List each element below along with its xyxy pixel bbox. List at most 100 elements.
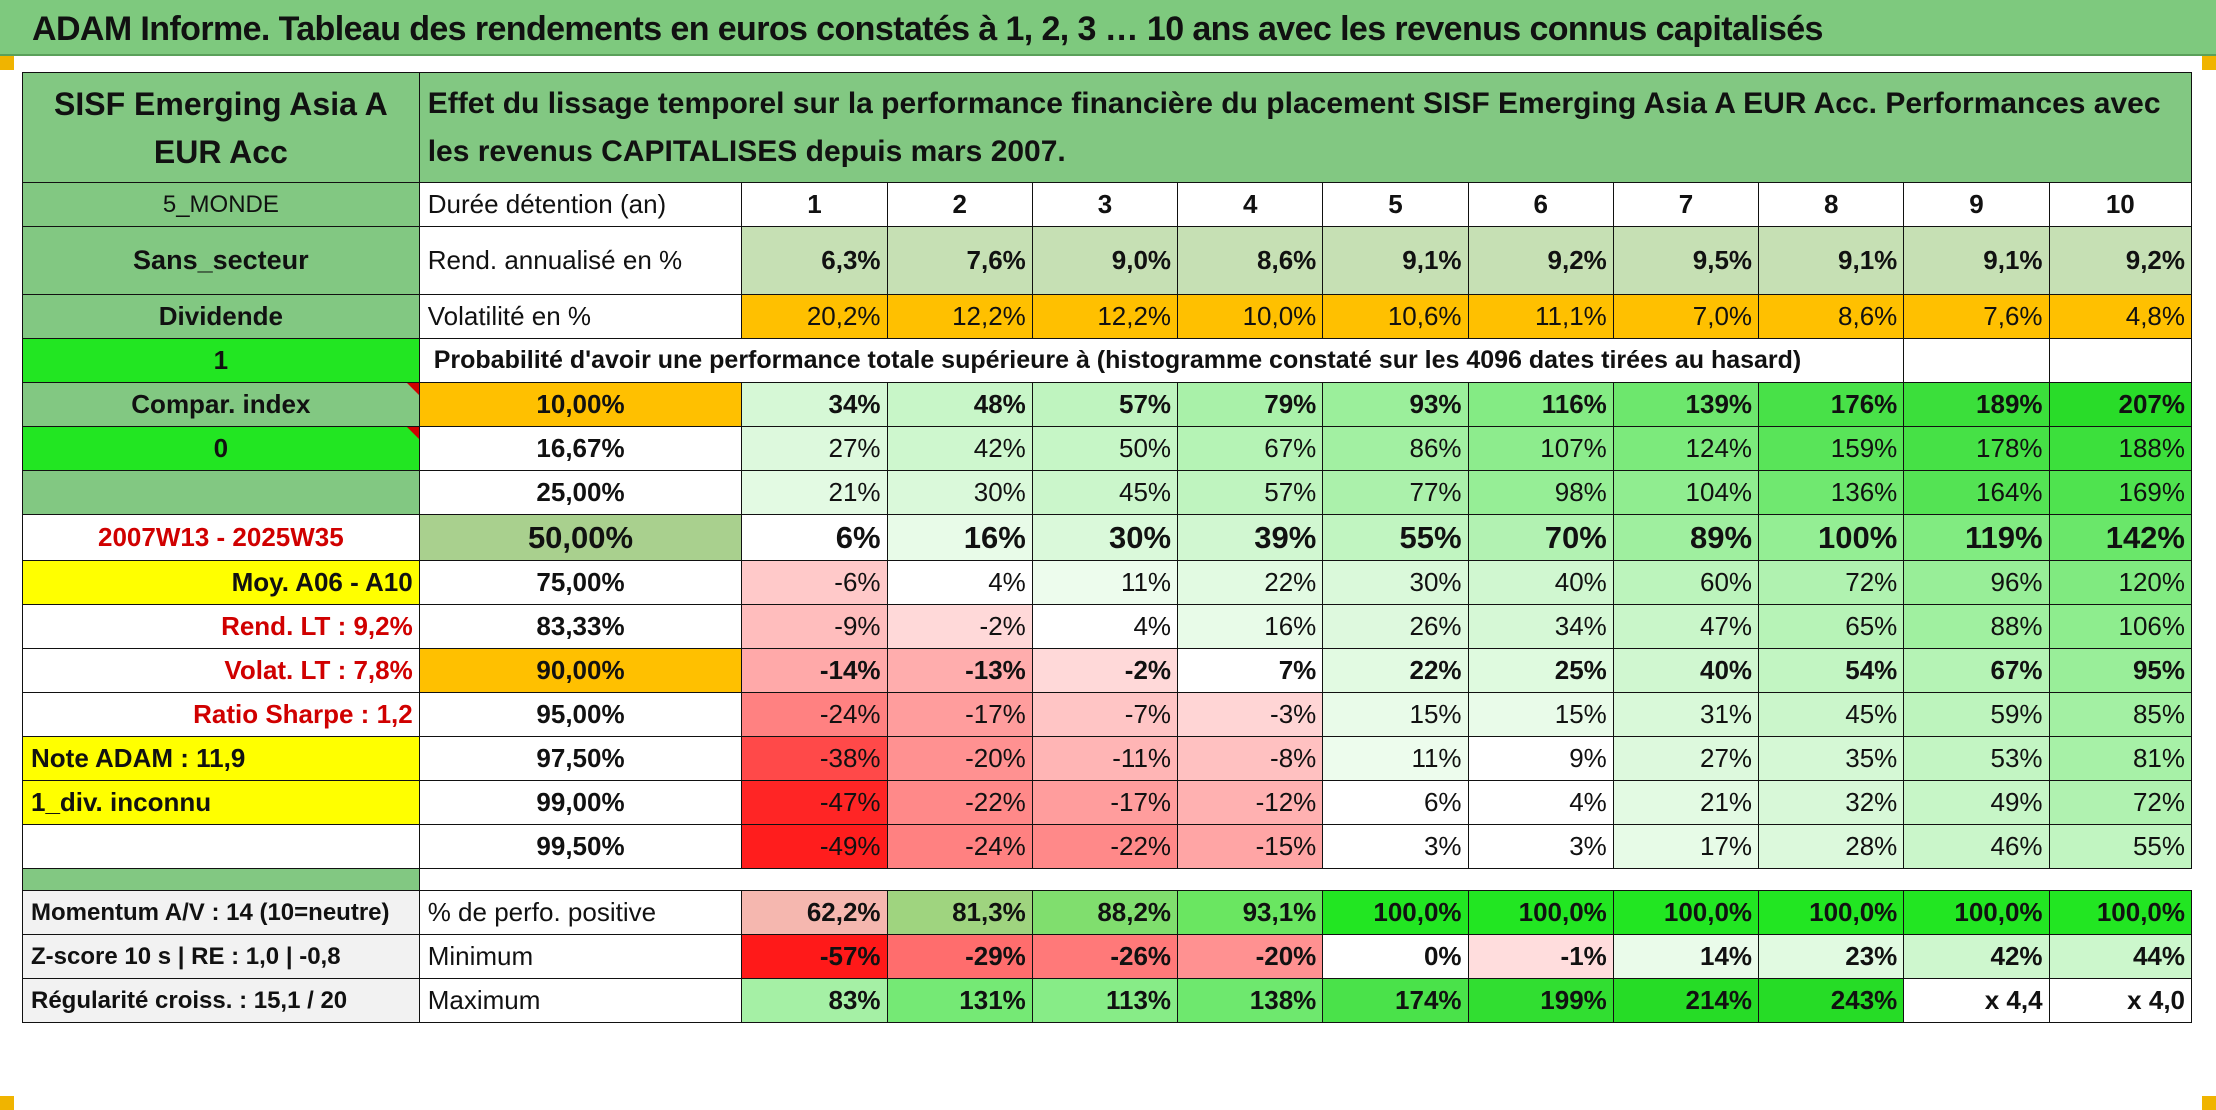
summary-value: 214% bbox=[1612, 978, 1760, 1023]
rend-value: 9,5% bbox=[1612, 226, 1760, 295]
summary-value: 243% bbox=[1758, 978, 1905, 1023]
rend-row: Sans_secteur Rend. annualisé en % 6,3% 7,6%… bbox=[22, 226, 2193, 295]
percentile-value: 189% bbox=[1903, 382, 2050, 427]
percentile-value: 16% bbox=[886, 514, 1033, 561]
percentile-row: 25,00% 21% 30% 45% 57% 77% 98% 104% 136% 164% 169% bbox=[22, 470, 2193, 515]
empty-cell bbox=[22, 470, 420, 515]
compar-index-label: Compar. index bbox=[22, 382, 420, 427]
volat-row: Dividende Volatilité en % 20,2% 12,2% 12,2% 1… bbox=[22, 294, 2193, 339]
sector-label: Sans_secteur bbox=[22, 226, 420, 295]
summary-value: 199% bbox=[1467, 978, 1614, 1023]
summary-value: 100,0% bbox=[1612, 890, 1760, 935]
summary-value: 131% bbox=[886, 978, 1033, 1023]
percentile-value: 6% bbox=[741, 514, 888, 561]
percentile-value: 34% bbox=[1467, 604, 1614, 649]
empty-cell bbox=[1903, 338, 2050, 383]
percentile-value: -2% bbox=[1031, 648, 1179, 693]
percentile-value: -11% bbox=[1031, 736, 1179, 781]
corner-marker bbox=[0, 56, 14, 70]
percentile-value: 30% bbox=[1031, 514, 1179, 561]
rend-value: 9,1% bbox=[1322, 226, 1469, 295]
summary-value: 100,0% bbox=[2048, 890, 2193, 935]
percentile-value: 49% bbox=[1903, 780, 2050, 825]
percentile-value: -24% bbox=[741, 692, 888, 737]
percentile-value: 40% bbox=[1612, 648, 1760, 693]
year-header: 7 bbox=[1612, 182, 1760, 227]
summary-value: -26% bbox=[1031, 934, 1179, 979]
summary-value: 100,0% bbox=[1467, 890, 1614, 935]
proba-label: Probabilité d'avoir une performance tota… bbox=[418, 338, 1905, 383]
percentile-value: 3% bbox=[1322, 824, 1469, 869]
percentile-value: 89% bbox=[1612, 514, 1760, 561]
row-label: Maximum bbox=[418, 978, 743, 1023]
percentile-value: -20% bbox=[886, 736, 1033, 781]
percentile-value: -13% bbox=[886, 648, 1033, 693]
percentile-value: -6% bbox=[741, 560, 888, 605]
summary-value: 100,0% bbox=[1903, 890, 2050, 935]
percentile-value: 142% bbox=[2048, 514, 2193, 561]
percentile-value: 35% bbox=[1758, 736, 1905, 781]
empty-cell bbox=[419, 868, 2192, 891]
row-label: % de perfo. positive bbox=[418, 890, 743, 935]
percentile-value: 81% bbox=[2048, 736, 2193, 781]
percentile-label: 50,00% bbox=[418, 514, 743, 561]
percentile-label: 99,00% bbox=[418, 780, 743, 825]
percentile-row: Rend. LT : 9,2% 83,33% -9% -2% 4% 16% 26% 34% 47… bbox=[22, 604, 2193, 649]
percentile-label: 25,00% bbox=[418, 470, 743, 515]
percentile-value: 42% bbox=[886, 426, 1033, 471]
summary-value: 81,3% bbox=[886, 890, 1033, 935]
percentile-value: 21% bbox=[741, 470, 888, 515]
percentile-value: 45% bbox=[1758, 692, 1905, 737]
summary-value: 62,2% bbox=[741, 890, 888, 935]
percentile-value: 178% bbox=[1903, 426, 2050, 471]
empty-cell bbox=[2048, 338, 2193, 383]
percentile-value: 16% bbox=[1177, 604, 1324, 649]
corner-marker bbox=[2202, 1096, 2216, 1110]
year-header: 3 bbox=[1031, 182, 1179, 227]
percentile-value: 59% bbox=[1903, 692, 2050, 737]
percentile-value: 26% bbox=[1322, 604, 1469, 649]
year-header: 2 bbox=[886, 182, 1033, 227]
percentile-value: 39% bbox=[1177, 514, 1324, 561]
table-description: Effet du lissage temporel sur la perform… bbox=[418, 72, 2193, 183]
empty-cell bbox=[22, 868, 420, 891]
percentile-value: 31% bbox=[1612, 692, 1760, 737]
percentile-value: -8% bbox=[1177, 736, 1324, 781]
percentile-value: 11% bbox=[1322, 736, 1469, 781]
percentile-value: 77% bbox=[1322, 470, 1469, 515]
summary-row: Régularité croiss. : 15,1 / 20 Maximum 83%… bbox=[22, 978, 2193, 1023]
percentile-value: 40% bbox=[1467, 560, 1614, 605]
sharpe-label: Ratio Sharpe : 1,2 bbox=[22, 692, 420, 737]
percentile-value: 17% bbox=[1612, 824, 1760, 869]
percentile-value: -12% bbox=[1177, 780, 1324, 825]
percentile-value: 48% bbox=[886, 382, 1033, 427]
percentile-value: 55% bbox=[2048, 824, 2193, 869]
years-row: 5_MONDE Durée détention (an) 1 2 3 4 5 6 7 8 9 10 bbox=[22, 182, 2193, 227]
percentile-label: 95,00% bbox=[418, 692, 743, 737]
percentile-value: -3% bbox=[1177, 692, 1324, 737]
summary-value: 44% bbox=[2048, 934, 2193, 979]
percentile-value: 95% bbox=[2048, 648, 2193, 693]
percentile-value: 54% bbox=[1758, 648, 1905, 693]
percentile-value: 159% bbox=[1758, 426, 1905, 471]
percentile-value: -17% bbox=[886, 692, 1033, 737]
percentile-value: 100% bbox=[1758, 514, 1905, 561]
percentile-value: 30% bbox=[886, 470, 1033, 515]
year-header: 9 bbox=[1903, 182, 2050, 227]
percentile-value: 11% bbox=[1031, 560, 1179, 605]
percentile-value: -2% bbox=[886, 604, 1033, 649]
summary-value: 23% bbox=[1758, 934, 1905, 979]
volat-value: 12,2% bbox=[886, 294, 1033, 339]
percentile-row: Ratio Sharpe : 1,2 95,00% -24% -17% -7% -3% 15… bbox=[22, 692, 2193, 737]
percentile-value: -15% bbox=[1177, 824, 1324, 869]
percentile-row: Compar. index 10,00% 34% 48% 57% 79% 93% 116% 13… bbox=[22, 382, 2193, 427]
rend-value: 9,1% bbox=[1903, 226, 2050, 295]
percentile-value: 46% bbox=[1903, 824, 2050, 869]
percentile-value: 104% bbox=[1612, 470, 1760, 515]
rend-value: 9,2% bbox=[2048, 226, 2193, 295]
percentile-value: 6% bbox=[1322, 780, 1469, 825]
percentile-value: 50% bbox=[1031, 426, 1179, 471]
percentile-value: 53% bbox=[1903, 736, 2050, 781]
percentile-label: 99,50% bbox=[418, 824, 743, 869]
percentile-value: 93% bbox=[1322, 382, 1469, 427]
